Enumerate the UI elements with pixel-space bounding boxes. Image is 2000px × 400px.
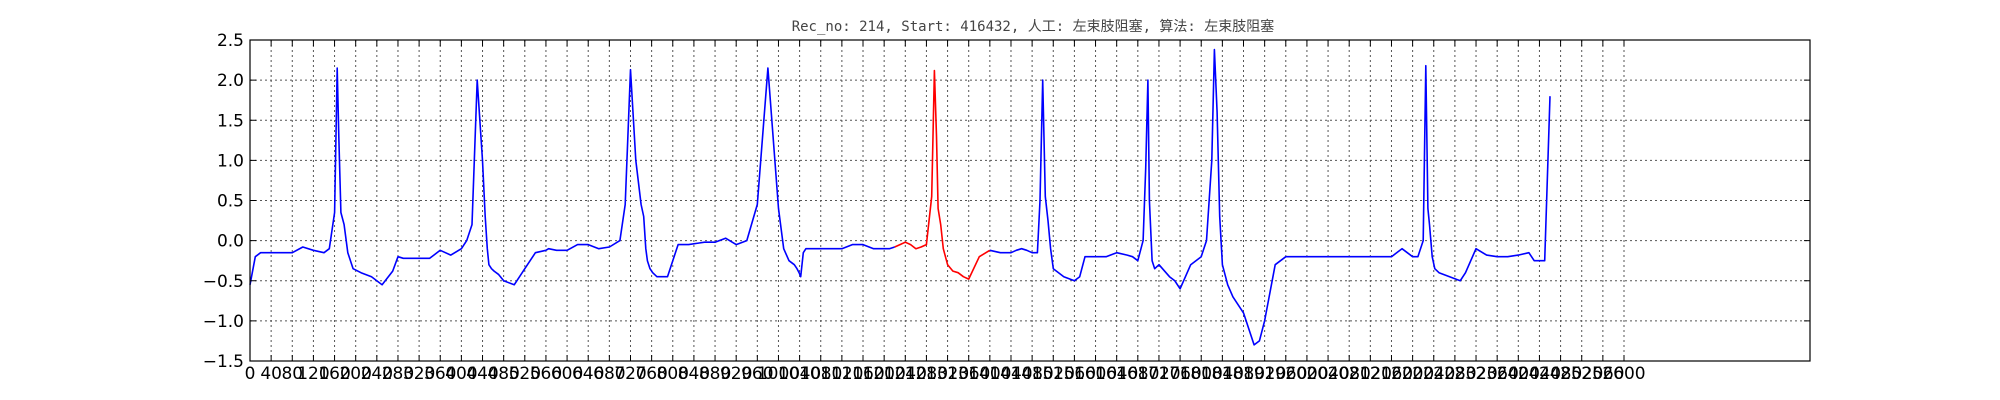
ecg-series-1 bbox=[894, 69, 991, 280]
x-tick-label: 720 bbox=[614, 364, 646, 384]
x-tick-label: 1200 bbox=[863, 364, 906, 384]
x-tick-label: 1800 bbox=[1180, 364, 1223, 384]
x-tick-label: 2000 bbox=[1285, 364, 1328, 384]
y-tick-label: −0.5 bbox=[203, 272, 244, 292]
x-tick-label: 2280 bbox=[1433, 364, 1476, 384]
y-tick-label: 0.0 bbox=[217, 232, 244, 252]
x-tick-label: 640 bbox=[572, 364, 604, 384]
x-tick-label: 2080 bbox=[1328, 364, 1371, 384]
x-tick-label: 1280 bbox=[905, 364, 948, 384]
x-tick-label: 1600 bbox=[1074, 364, 1117, 384]
x-tick-label: 200 bbox=[339, 364, 371, 384]
x-tick-label: 1920 bbox=[1243, 364, 1286, 384]
x-tick-label: 360 bbox=[424, 364, 456, 384]
ecg-series-0 bbox=[249, 67, 895, 286]
x-tick-label: 1440 bbox=[989, 364, 1032, 384]
x-tick-label: 680 bbox=[593, 364, 625, 384]
x-tick-label: 1080 bbox=[799, 364, 842, 384]
x-tick-label: 1720 bbox=[1137, 364, 1180, 384]
x-tick-label: 760 bbox=[635, 364, 667, 384]
x-tick-label: 2480 bbox=[1539, 364, 1582, 384]
x-tick-label: 560 bbox=[530, 364, 562, 384]
y-tick-labels: −1.5 −1.0 −0.5 0.0 0.5 1.0 1.5 2.0 2.5 bbox=[203, 31, 244, 372]
x-tick-label: 320 bbox=[403, 364, 435, 384]
y-tick-label: 1.0 bbox=[217, 151, 244, 171]
x-tick-label: 1520 bbox=[1032, 364, 1075, 384]
y-tick-label: 1.5 bbox=[217, 111, 244, 131]
y-tick-label: −1.5 bbox=[203, 352, 244, 372]
x-tick-label: 120 bbox=[297, 364, 329, 384]
x-tick-label: 1120 bbox=[820, 364, 863, 384]
x-tick-label: 1880 bbox=[1222, 364, 1265, 384]
x-tick-label: 240 bbox=[361, 364, 393, 384]
x-tick-label: 2400 bbox=[1497, 364, 1540, 384]
x-tick-label: 1760 bbox=[1158, 364, 1201, 384]
x-tick-label: 2240 bbox=[1412, 364, 1455, 384]
x-tick-label: 2360 bbox=[1476, 364, 1519, 384]
x-tick-label: 1360 bbox=[947, 364, 990, 384]
x-tick-label: 2600 bbox=[1602, 364, 1645, 384]
x-tick-label: 800 bbox=[657, 364, 689, 384]
grid-layer bbox=[250, 40, 1810, 361]
x-tick-label: 2320 bbox=[1454, 364, 1497, 384]
ecg-series-2 bbox=[989, 48, 1551, 346]
series-layer bbox=[249, 48, 1551, 346]
x-tick-label: 160 bbox=[318, 364, 350, 384]
x-tick-label: 840 bbox=[678, 364, 710, 384]
x-tick-label: 2520 bbox=[1560, 364, 1603, 384]
x-tick-label: 2200 bbox=[1391, 364, 1434, 384]
x-tick-labels: 0 40 8012016020024028032036040044048052056… bbox=[245, 364, 1646, 384]
x-tick-label: 1240 bbox=[884, 364, 927, 384]
x-tick-label: 1320 bbox=[926, 364, 969, 384]
x-tick-label: 1480 bbox=[1010, 364, 1053, 384]
x-tick-label: 1000 bbox=[757, 364, 800, 384]
x-tick-label: 2160 bbox=[1370, 364, 1413, 384]
x-tick-label: 2040 bbox=[1306, 364, 1349, 384]
x-tick-label: 40 bbox=[260, 364, 282, 384]
x-tick-label: 280 bbox=[382, 364, 414, 384]
x-tick-label: 0 bbox=[245, 364, 256, 384]
x-tick-label: 520 bbox=[509, 364, 541, 384]
tick-layer bbox=[249, 39, 1810, 362]
x-tick-label: 1640 bbox=[1095, 364, 1138, 384]
x-tick-label: 1400 bbox=[968, 364, 1011, 384]
x-tick-label: 960 bbox=[741, 364, 773, 384]
x-tick-label: 400 bbox=[445, 364, 477, 384]
y-tick-label: 2.0 bbox=[217, 71, 244, 91]
x-tick-label: 80 bbox=[281, 364, 303, 384]
y-tick-label: 2.5 bbox=[217, 31, 244, 51]
x-tick-label: 2560 bbox=[1581, 364, 1624, 384]
x-tick-label: 880 bbox=[699, 364, 731, 384]
chart-title: Rec_no: 214, Start: 416432, 人工: 左束肢阻塞, 算… bbox=[792, 18, 1275, 35]
x-tick-label: 1040 bbox=[778, 364, 821, 384]
x-tick-label: 1560 bbox=[1053, 364, 1096, 384]
x-tick-label: 600 bbox=[551, 364, 583, 384]
x-tick-label: 1840 bbox=[1201, 364, 1244, 384]
x-tick-label: 920 bbox=[720, 364, 752, 384]
x-tick-label: 2120 bbox=[1349, 364, 1392, 384]
x-tick-label: 1680 bbox=[1116, 364, 1159, 384]
y-tick-label: −1.0 bbox=[203, 312, 244, 332]
x-tick-label: 480 bbox=[487, 364, 519, 384]
y-tick-label: 0.5 bbox=[217, 192, 244, 212]
x-tick-label: 440 bbox=[466, 364, 498, 384]
x-tick-label: 1960 bbox=[1264, 364, 1307, 384]
x-tick-label: 1160 bbox=[841, 364, 884, 384]
x-tick-label: 2440 bbox=[1518, 364, 1561, 384]
